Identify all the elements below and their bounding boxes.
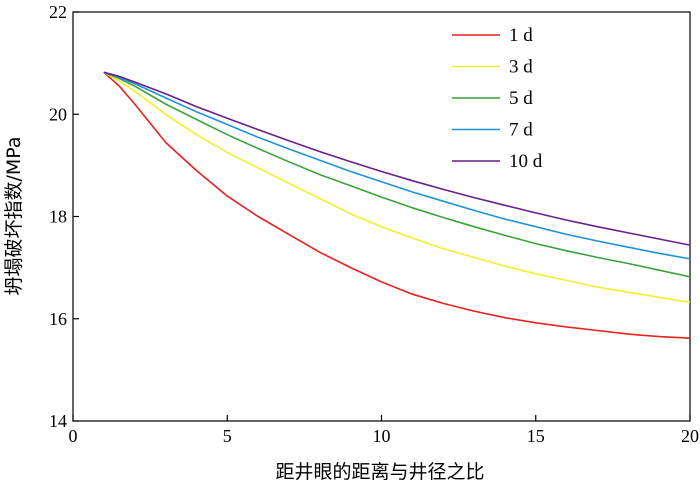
y-tick-label: 14 [49, 411, 67, 431]
series-line [103, 71, 691, 246]
series-lines [103, 71, 691, 339]
legend-label: 1 d [509, 25, 533, 46]
plot-frame [72, 11, 691, 422]
x-tick-label: 10 [373, 426, 391, 446]
legend-label: 3 d [509, 57, 533, 78]
legend-label: 5 d [509, 88, 533, 109]
legend-label: 10 d [509, 151, 543, 172]
x-tick-label: 0 [69, 426, 78, 446]
series-line [103, 71, 691, 304]
series-line [103, 71, 691, 260]
x-tick-label: 20 [681, 426, 699, 446]
legend-label: 7 d [509, 120, 533, 141]
y-tick-label: 16 [49, 309, 67, 329]
axes: 0 5 10 15 20 14 16 18 20 22 [49, 2, 699, 446]
y-tick-label: 22 [49, 2, 67, 22]
y-axis-title: 坍塌破坏指数/MPa [3, 136, 25, 295]
y-tick-label: 18 [49, 207, 67, 227]
y-tick-label: 20 [49, 104, 67, 124]
series-line [103, 71, 691, 278]
x-tick-label: 5 [223, 426, 232, 446]
x-tick-label: 15 [527, 426, 545, 446]
series-line [103, 71, 691, 339]
legend: 1 d 3 d 5 d 7 d 10 d [452, 25, 543, 172]
x-axis-title: 距井眼的距离与井径之比 [275, 461, 484, 483]
